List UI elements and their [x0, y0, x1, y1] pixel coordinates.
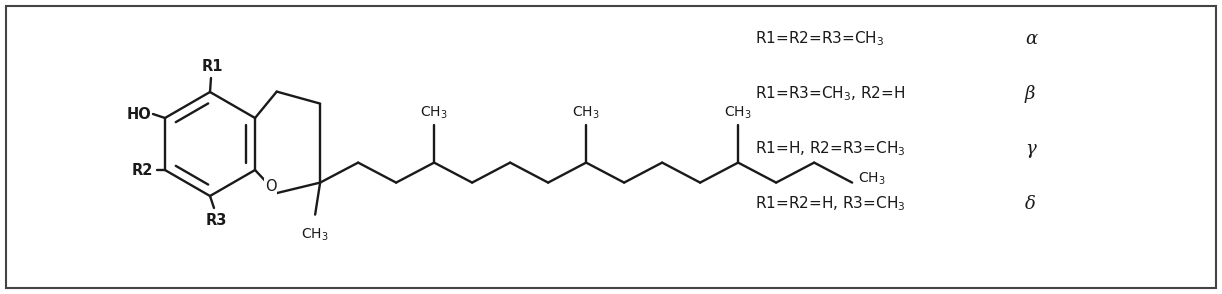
Text: δ: δ	[1025, 195, 1036, 213]
Text: β: β	[1025, 85, 1035, 103]
Text: CH$_3$: CH$_3$	[302, 227, 329, 243]
Text: γ: γ	[1025, 140, 1036, 158]
Text: R2: R2	[132, 163, 153, 178]
Text: CH$_3$: CH$_3$	[858, 171, 886, 187]
Text: O: O	[265, 179, 276, 194]
Text: CH$_3$: CH$_3$	[725, 104, 752, 121]
FancyBboxPatch shape	[6, 6, 1216, 288]
Text: R1=R2=R3=CH$_3$: R1=R2=R3=CH$_3$	[755, 30, 885, 48]
Text: R1=H, R2=R3=CH$_3$: R1=H, R2=R3=CH$_3$	[755, 140, 906, 158]
Text: R1=R3=CH$_3$, R2=H: R1=R3=CH$_3$, R2=H	[755, 85, 906, 103]
Text: R3: R3	[205, 213, 227, 228]
Text: CH$_3$: CH$_3$	[572, 104, 600, 121]
Text: CH$_3$: CH$_3$	[420, 104, 448, 121]
Text: α: α	[1025, 30, 1037, 48]
Text: HO: HO	[126, 106, 152, 121]
Text: R1: R1	[202, 59, 222, 74]
Text: R1=R2=H, R3=CH$_3$: R1=R2=H, R3=CH$_3$	[755, 195, 906, 213]
